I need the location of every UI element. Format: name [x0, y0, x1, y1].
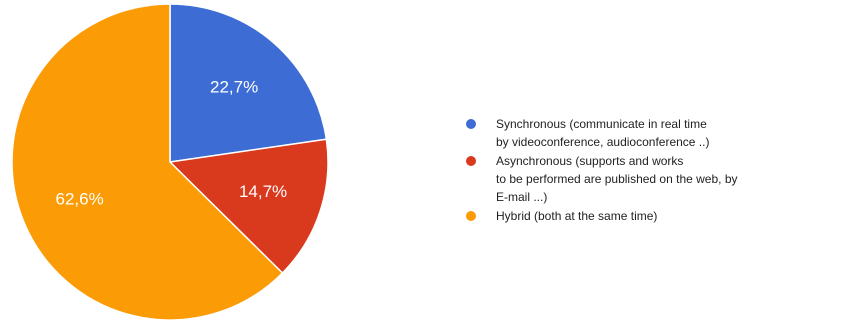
slice-value-label-asynchronous: 14,7%: [239, 182, 287, 201]
legend-label-hybrid: Hybrid (both at the same time): [496, 209, 658, 223]
legend-item-synchronous: Synchronous (communicate in real time by…: [466, 115, 836, 151]
pie-slice-asynchronous: [168, 138, 329, 275]
pie-slice-synchronous: [169, 3, 328, 163]
slice-value-label-hybrid: 62,6%: [56, 189, 104, 208]
legend-label-asynchronous: Asynchronous (supports and works to be p…: [496, 154, 738, 204]
legend-label-synchronous: Synchronous (communicate in real time by…: [496, 117, 710, 149]
legend-marker-asynchronous: [466, 156, 476, 166]
legend-item-asynchronous: Asynchronous (supports and works to be p…: [466, 152, 836, 206]
legend-marker-hybrid: [466, 211, 476, 221]
legend-marker-synchronous: [466, 119, 476, 129]
legend-item-hybrid: Hybrid (both at the same time): [466, 207, 836, 225]
pie-slice-hybrid: [11, 3, 284, 321]
chart-legend: Synchronous (communicate in real time by…: [466, 115, 836, 226]
slice-value-label-synchronous: 22,7%: [210, 77, 258, 96]
